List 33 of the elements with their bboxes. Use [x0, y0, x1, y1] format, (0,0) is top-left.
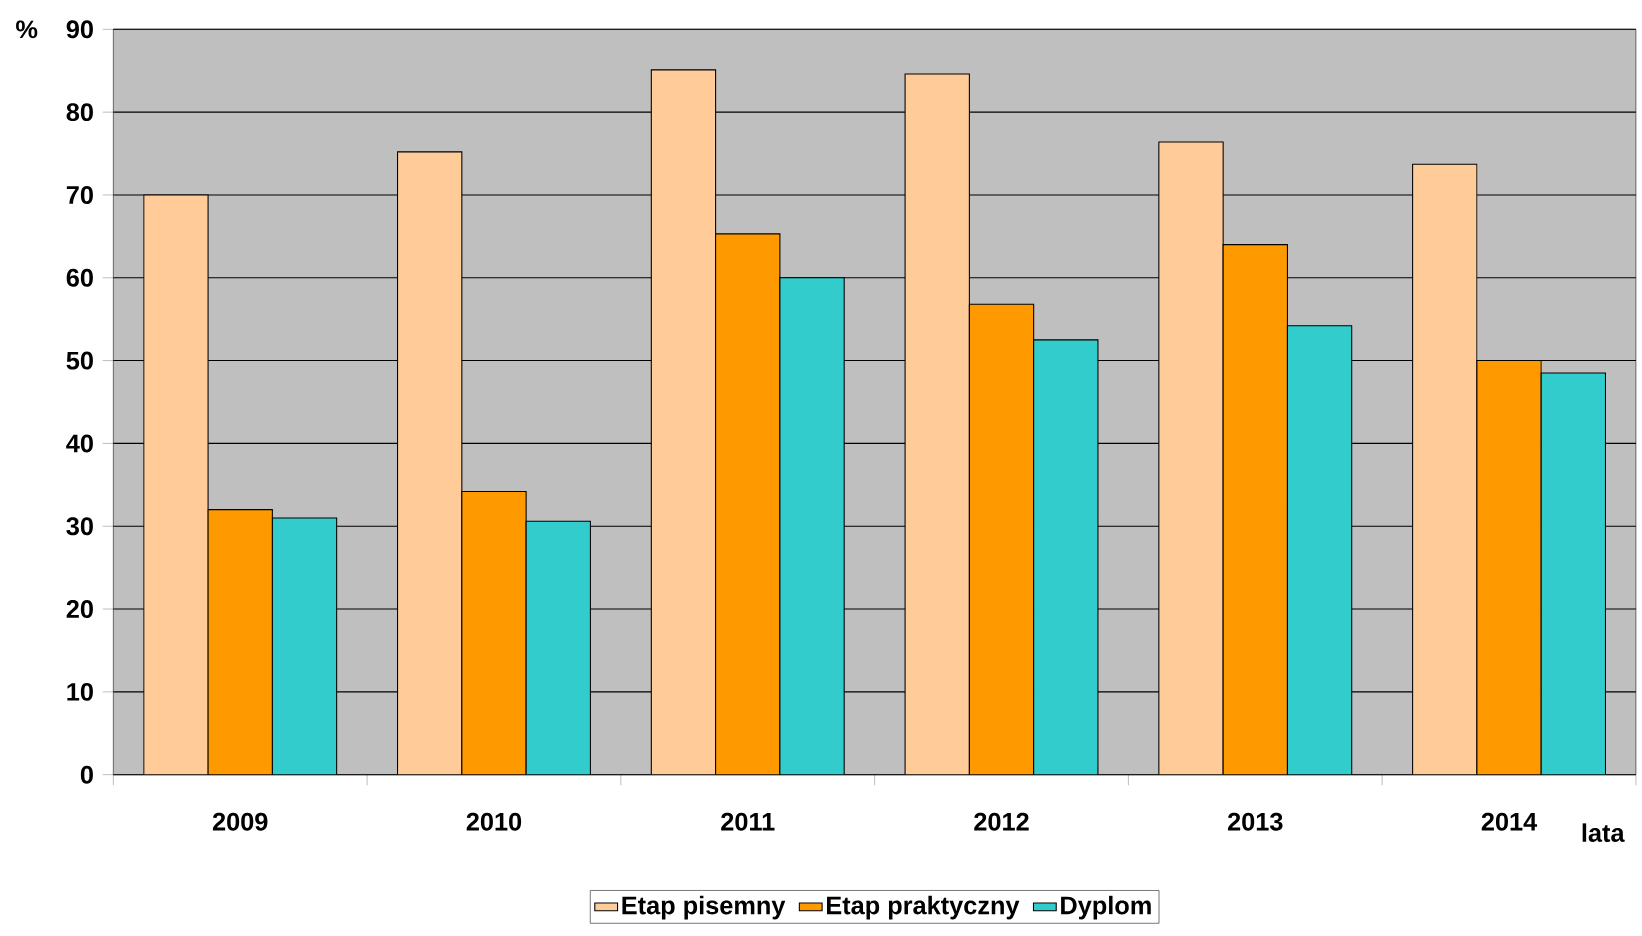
y-axis-title: %	[16, 20, 38, 39]
y-tick-label: 20	[66, 600, 93, 619]
y-tick-label: 50	[66, 351, 93, 370]
legend-label: Dyplom	[1061, 895, 1151, 920]
x-tick-label: 2011	[721, 812, 775, 831]
y-tick-label: 70	[66, 185, 93, 204]
y-tick-label: 60	[66, 268, 93, 287]
legend-label: Etap pisemny	[622, 895, 786, 920]
x-tick-label: 2013	[1227, 812, 1283, 831]
y-tick-label: 30	[66, 517, 93, 536]
bar	[779, 277, 845, 775]
legend-label: Etap praktyczny	[827, 895, 1020, 920]
x-tick-label: 2009	[212, 812, 268, 831]
y-tick-label: 90	[66, 20, 93, 39]
bar	[1540, 372, 1607, 775]
y-tick-label: 80	[66, 103, 93, 122]
y-tick-label: 10	[67, 682, 93, 701]
bar	[1286, 325, 1353, 775]
bar	[397, 151, 463, 775]
x-tick-label: 2014	[1481, 812, 1538, 831]
bar	[650, 69, 717, 775]
y-tick-label: 40	[66, 434, 93, 453]
bar	[1158, 141, 1224, 775]
bar	[143, 194, 209, 775]
y-tick-label: 0	[80, 765, 93, 784]
bar	[904, 73, 970, 775]
x-tick-label: 2012	[974, 812, 1029, 831]
bar	[1033, 339, 1099, 775]
x-tick-label: 2010	[466, 812, 522, 831]
bar	[1412, 163, 1478, 775]
bar	[525, 520, 591, 775]
bar	[271, 517, 338, 775]
x-axis-title: lata	[1582, 823, 1625, 842]
